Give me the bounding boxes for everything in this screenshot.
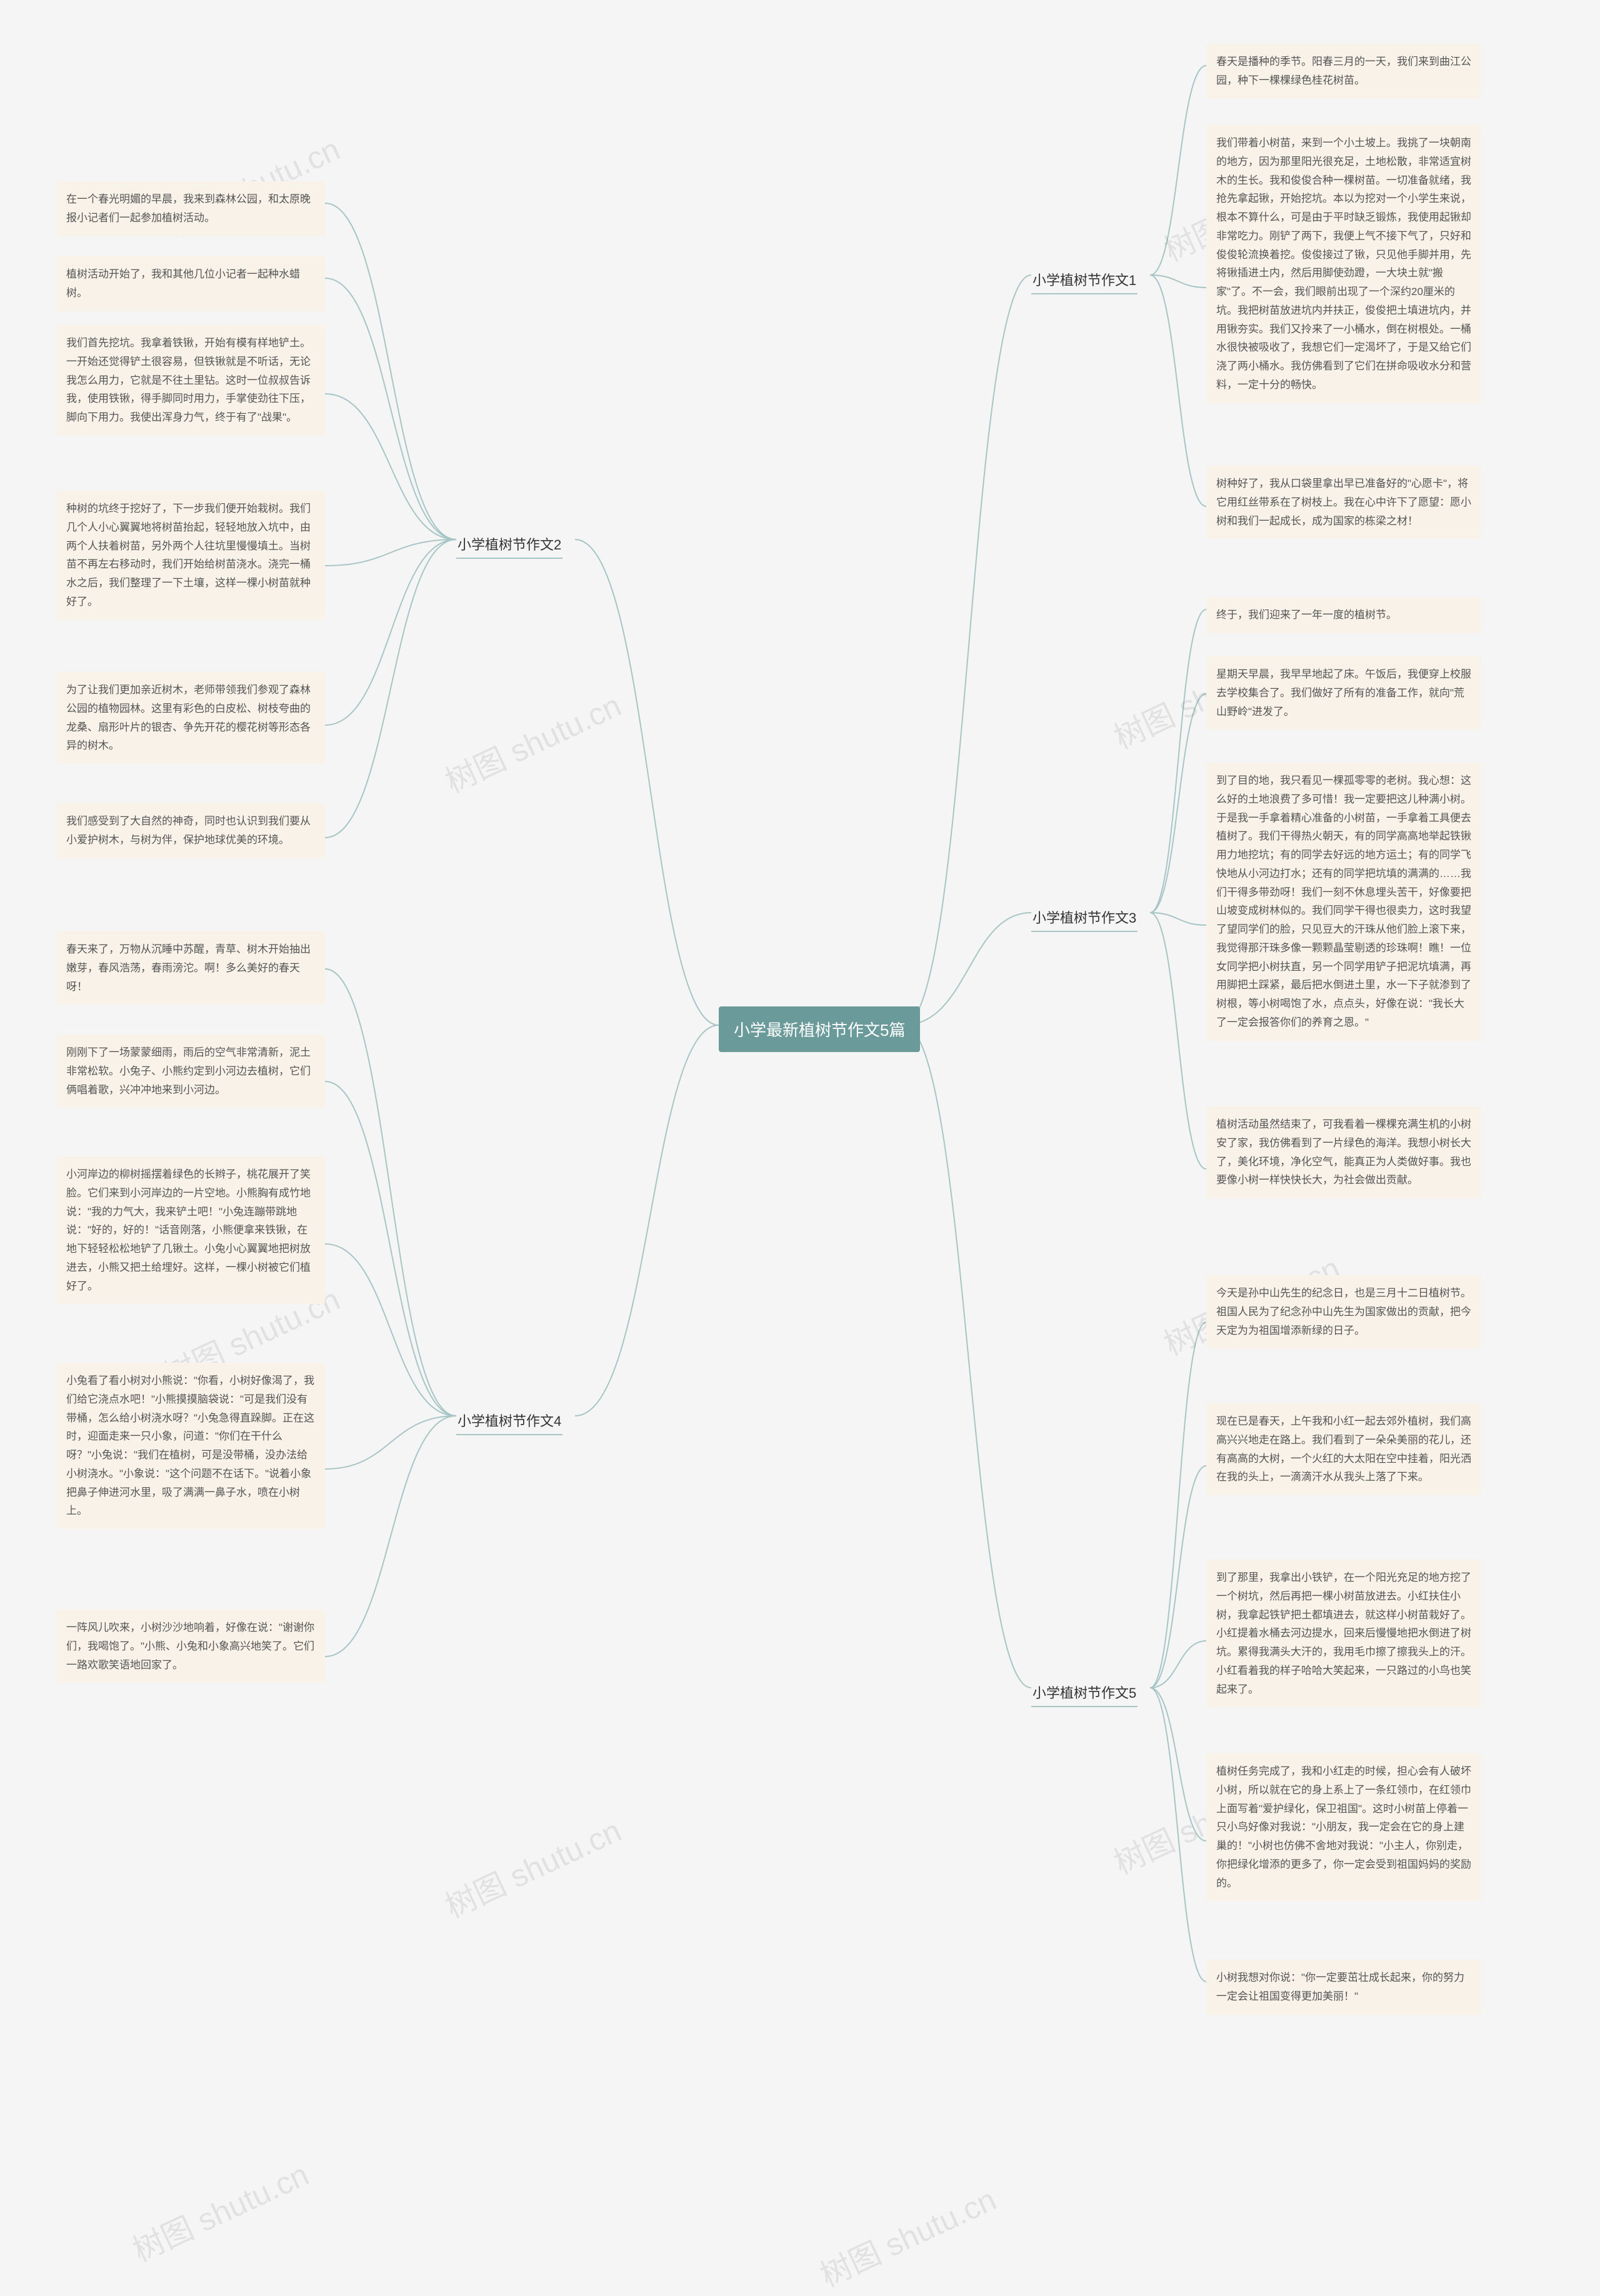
leaf-text: 小河岸边的柳树摇摆着绿色的长辫子，桃花展开了笑脸。它们来到小河岸边的一片空地。小… xyxy=(56,1156,325,1304)
leaf-text: 为了让我们更加亲近树木，老师带领我们参观了森林公园的植物园林。这里有彩色的白皮松… xyxy=(56,672,325,764)
leaf-text: 现在已是春天，上午我和小红一起去郊外植树，我们高高兴兴地走在路上。我们看到了一朵… xyxy=(1206,1403,1481,1495)
leaf-text: 到了目的地，我只看见一棵孤零零的老树。我心想：这么好的土地浪费了多可惜！我一定要… xyxy=(1206,763,1481,1041)
branch-label: 小学植树节作文1 xyxy=(1031,266,1138,294)
leaf-text: 我们带着小树苗，来到一个小土坡上。我挑了一块朝南的地方，因为那里阳光很充足，土地… xyxy=(1206,125,1481,403)
branch-label: 小学植树节作文5 xyxy=(1031,1678,1138,1707)
leaf-text: 我们首先挖坑。我拿着铁锹，开始有模有样地铲土。一开始还觉得铲土很容易，但铁锹就是… xyxy=(56,325,325,436)
leaf-text: 植树活动开始了，我和其他几位小记者一起种水蜡树。 xyxy=(56,256,325,311)
center-title: 小学最新植树节作文5篇 xyxy=(719,1006,920,1052)
leaf-text: 春天来了，万物从沉睡中苏醒，青草、树木开始抽出嫩芽，春风浩荡，春雨滂沱。啊！多么… xyxy=(56,931,325,1005)
branch-label: 小学植树节作文2 xyxy=(456,530,562,559)
leaf-text: 小树我想对你说："你一定要茁壮成长起来，你的努力一定会让祖国变得更加美丽！" xyxy=(1206,1960,1481,2015)
leaf-text: 今天是孙中山先生的纪念日，也是三月十二日植树节。祖国人民为了纪念孙中山先生为国家… xyxy=(1206,1275,1481,1348)
leaf-text: 一阵风儿吹来，小树沙沙地响着，好像在说："谢谢你们，我喝饱了。"小熊、小兔和小象… xyxy=(56,1610,325,1683)
leaf-text: 植树活动虽然结束了，可我看着一棵棵充满生机的小树安了家，我仿佛看到了一片绿色的海… xyxy=(1206,1106,1481,1198)
leaf-text: 种树的坑终于挖好了，下一步我们便开始栽树。我们几个人小心翼翼地将树苗抬起，轻轻地… xyxy=(56,491,325,620)
leaf-text: 春天是播种的季节。阳春三月的一天，我们来到曲江公园，种下一棵棵绿色桂花树苗。 xyxy=(1206,44,1481,99)
leaf-text: 在一个春光明媚的早晨，我来到森林公园，和太原晚报小记者们一起参加植树活动。 xyxy=(56,181,325,236)
watermark-text: 树图 shutu.cn xyxy=(812,2175,1002,2295)
watermark-text: 树图 shutu.cn xyxy=(124,2150,315,2270)
leaf-text: 刚刚下了一场蒙蒙细雨，雨后的空气非常清新，泥土非常松软。小兔子、小熊约定到小河边… xyxy=(56,1035,325,1108)
branch-label: 小学植树节作文4 xyxy=(456,1406,562,1435)
leaf-text: 树种好了，我从口袋里拿出早已准备好的"心愿卡"，将它用红丝带系在了树枝上。我在心… xyxy=(1206,466,1481,539)
watermark-text: 树图 shutu.cn xyxy=(437,681,628,801)
leaf-text: 我们感受到了大自然的神奇，同时也认识到我们要从小爱护树木，与树为伴，保护地球优美… xyxy=(56,803,325,858)
leaf-text: 小兔看了看小树对小熊说："你看，小树好像渴了，我们给它浇点水吧！"小熊摸摸脑袋说… xyxy=(56,1363,325,1529)
mindmap-canvas: 小学最新植树节作文5篇 树图 shutu.cn 树图 shutu.cn 树图 shu… xyxy=(0,0,1600,2271)
branch-label: 小学植树节作文3 xyxy=(1031,903,1138,932)
leaf-text: 植树任务完成了，我和小红走的时候，担心会有人破坏小树，所以就在它的身上系上了一条… xyxy=(1206,1753,1481,1901)
leaf-text: 到了那里，我拿出小铁铲，在一个阳光充足的地方挖了一个树坑，然后再把一棵小树苗放进… xyxy=(1206,1560,1481,1707)
leaf-text: 终于，我们迎来了一年一度的植树节。 xyxy=(1206,597,1481,633)
leaf-text: 星期天早晨，我早早地起了床。午饭后，我便穿上校服去学校集合了。我们做好了所有的准… xyxy=(1206,656,1481,729)
watermark-text: 树图 shutu.cn xyxy=(437,1806,628,1927)
